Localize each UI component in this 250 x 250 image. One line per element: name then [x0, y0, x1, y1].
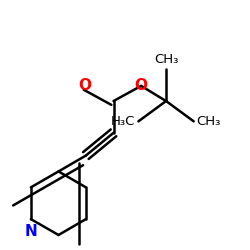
Text: N: N [24, 224, 37, 238]
Text: H₃C: H₃C [111, 115, 136, 128]
Text: O: O [135, 78, 148, 94]
Text: CH₃: CH₃ [196, 115, 221, 128]
Text: O: O [78, 78, 91, 94]
Text: CH₃: CH₃ [154, 53, 178, 66]
